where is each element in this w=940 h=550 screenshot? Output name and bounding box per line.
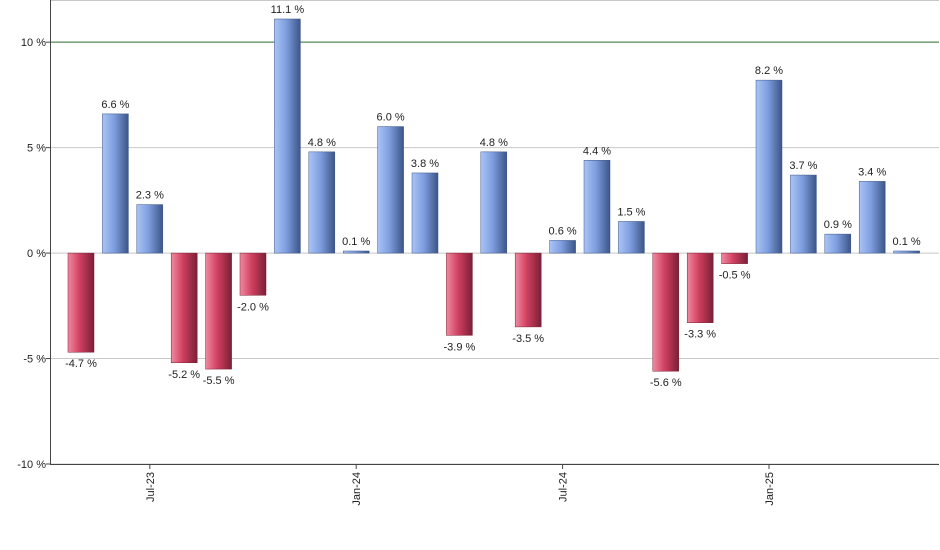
y-tick-label: 10 % — [21, 37, 46, 49]
bar — [274, 18, 301, 254]
x-tick-label: Jul-24 — [558, 472, 570, 502]
bar — [858, 181, 886, 254]
bar — [893, 250, 920, 254]
bar — [239, 252, 267, 296]
data-label: 0.6 % — [549, 225, 577, 237]
data-label: 4.8 % — [308, 137, 336, 149]
data-label: 1.5 % — [617, 206, 645, 218]
y-tick-label: 0 % — [27, 248, 46, 260]
data-label: 0.9 % — [824, 219, 852, 231]
y-axis-ticks: -10 % -5 % 0 % 5 % 10 % — [17, 37, 50, 471]
x-tick-label: Jan-25 — [764, 472, 776, 506]
bar — [136, 204, 164, 254]
x-tick-label: Jul-23 — [145, 472, 157, 502]
data-label: 8.2 % — [755, 65, 783, 77]
bar — [446, 252, 473, 336]
bar — [721, 252, 748, 264]
data-label: 3.4 % — [858, 166, 886, 178]
data-label: 6.6 % — [101, 99, 129, 111]
bar — [411, 172, 439, 254]
bar — [514, 252, 542, 328]
data-label: 3.7 % — [789, 160, 817, 172]
data-label: 0.1 % — [342, 236, 370, 248]
y-tick-label: -10 % — [17, 459, 46, 471]
bar — [102, 113, 129, 254]
x-tick-label: Jan-24 — [351, 472, 363, 506]
bar — [308, 151, 336, 254]
data-label: 3.8 % — [411, 158, 439, 170]
data-label: -3.5 % — [512, 333, 544, 345]
bar — [755, 79, 783, 254]
axes — [50, 0, 939, 465]
data-label: -4.7 % — [65, 358, 97, 370]
bar — [824, 233, 852, 254]
bar — [67, 252, 95, 353]
bar — [170, 252, 198, 364]
data-label: 11.1 % — [271, 4, 305, 16]
data-label: -5.5 % — [203, 375, 235, 387]
data-labels: -4.7 % 6.6 % 2.3 % -5.2 %-5.5 % -2.0 % 11.1 %… — [65, 4, 921, 389]
data-label: -2.0 % — [237, 301, 269, 313]
bar — [342, 250, 370, 254]
data-label: -5.6 % — [650, 377, 682, 389]
bar — [790, 174, 817, 254]
bar — [377, 126, 404, 254]
data-label: -0.5 % — [719, 270, 751, 282]
data-label: -3.9 % — [444, 341, 476, 353]
bar — [618, 221, 645, 254]
data-label: -3.3 % — [684, 329, 716, 341]
data-label: 4.8 % — [480, 137, 508, 149]
y-tick-label: -5 % — [23, 354, 46, 366]
bar — [583, 160, 611, 254]
data-label: 0.1 % — [893, 236, 921, 248]
bar — [205, 252, 232, 370]
bar — [686, 252, 714, 323]
bar — [549, 240, 576, 254]
bar — [480, 151, 508, 254]
data-label: 4.4 % — [583, 145, 611, 157]
y-tick-label: 5 % — [27, 143, 46, 155]
data-label: 6.0 % — [377, 112, 405, 124]
data-label: -5.2 % — [168, 369, 200, 381]
x-axis-ticks: Jul-23 Jan-24 Jul-24 Jan-25 — [145, 464, 776, 506]
bar — [652, 252, 680, 372]
data-label: 2.3 % — [136, 190, 164, 202]
bars — [67, 18, 920, 372]
